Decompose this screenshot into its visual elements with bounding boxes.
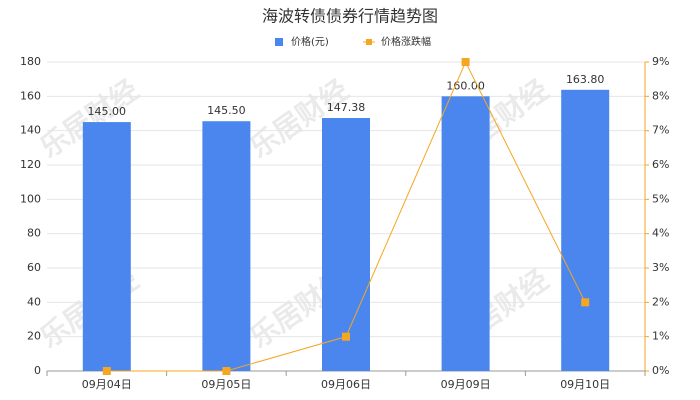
y-tick-label: 0: [34, 364, 41, 377]
y2-tick-label: 8%: [652, 89, 669, 102]
bar: [82, 122, 131, 371]
value-label: 163.80: [566, 73, 605, 86]
line-marker: [102, 367, 111, 375]
y-tick-label: 160: [20, 89, 41, 102]
y-tick-label: 40: [27, 295, 41, 308]
y2-tick-label: 2%: [652, 295, 669, 308]
x-tick-label: 09月06日: [321, 378, 371, 391]
y2-tick-label: 5%: [652, 192, 669, 205]
y2-tick-label: 9%: [652, 55, 669, 68]
line-marker: [342, 332, 350, 341]
y-tick-label: 100: [20, 192, 41, 205]
y-tick-label: 20: [27, 330, 41, 343]
value-label: 160.00: [446, 79, 485, 92]
bar: [441, 96, 490, 371]
y2-tick-label: 4%: [652, 227, 669, 240]
y-tick-label: 120: [20, 158, 41, 171]
value-label: 145.50: [207, 104, 246, 117]
y2-tick-label: 0%: [652, 364, 669, 377]
y2-tick-label: 7%: [652, 124, 669, 137]
value-label: 147.38: [327, 101, 366, 114]
y2-tick-label: 3%: [652, 261, 669, 274]
line-marker: [461, 58, 470, 66]
legend-label: 价格(元): [291, 35, 329, 48]
legend-label: 价格涨跌幅: [381, 35, 431, 48]
y-tick-label: 80: [27, 227, 41, 240]
y2-tick-label: 1%: [652, 330, 669, 343]
legend-swatch: [275, 38, 283, 46]
x-tick-label: 09月10日: [560, 378, 610, 391]
line-marker: [222, 367, 231, 375]
bar: [561, 89, 610, 371]
chart-title: 海波转债债券行情趋势图: [262, 7, 438, 26]
x-tick-label: 09月04日: [82, 378, 132, 391]
bar: [202, 121, 251, 371]
y2-tick-label: 6%: [652, 158, 669, 171]
y-tick-label: 140: [20, 124, 41, 137]
y-tick-label: 180: [20, 55, 41, 68]
x-tick-label: 09月09日: [441, 378, 491, 391]
line-marker: [581, 298, 590, 307]
legend-swatch: [366, 39, 372, 45]
x-tick-label: 09月05日: [201, 378, 251, 391]
y-tick-label: 60: [27, 261, 41, 274]
value-label: 145.00: [88, 105, 127, 118]
bar: [322, 117, 370, 371]
